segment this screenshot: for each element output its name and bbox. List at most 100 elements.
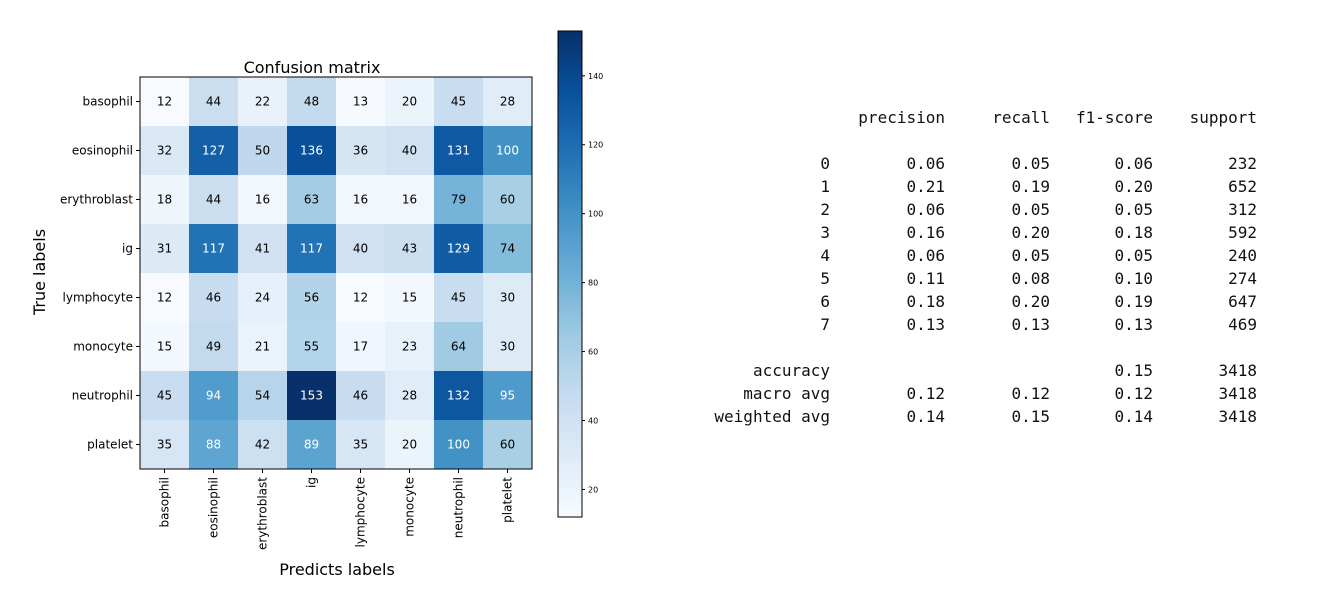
colorbar: 20 40 60 80 100 120 140 (557, 30, 603, 518)
cell-value-label: 153 (300, 389, 323, 403)
cell-value-label: 46 (353, 389, 368, 403)
row-label: 5 (820, 269, 830, 288)
heatmap-cell (140, 175, 189, 224)
heatmap-cell (336, 420, 385, 469)
chart-title: Confusion matrix (244, 58, 381, 77)
heatmap-cell (238, 175, 287, 224)
row-label: 7 (820, 315, 830, 334)
heatmap-cell (336, 371, 385, 420)
x-tick-label: basophil (158, 477, 172, 527)
cell-value-label: 15 (402, 291, 417, 305)
support-value: 3418 (1218, 407, 1257, 426)
report-row: 4 0.06 0.05 0.05 240 (690, 246, 1290, 269)
heatmap-cell (483, 175, 532, 224)
support-value: 469 (1228, 315, 1257, 334)
cell-value-label: 63 (304, 193, 319, 207)
heatmap-cell (287, 322, 336, 371)
cell-value-label: 46 (206, 291, 221, 305)
cell-value-label: 64 (451, 340, 466, 354)
cell-value-label: 88 (206, 438, 221, 452)
cell-value-label: 21 (255, 340, 270, 354)
row-label: 0 (820, 154, 830, 173)
support-value: 652 (1228, 177, 1257, 196)
heatmap-cell (434, 420, 483, 469)
y-tick-label: platelet (87, 438, 133, 452)
report-summary-rows: accuracy 0.15 3418 macro avg 0.12 0.12 0.12 341… (690, 361, 1290, 430)
heatmap-cell (287, 126, 336, 175)
header-support: support (1189, 108, 1257, 127)
support-value: 3418 (1218, 361, 1257, 380)
heatmap-cell (189, 420, 238, 469)
cell-value-label: 30 (500, 340, 515, 354)
heatmap-cell (385, 371, 434, 420)
cell-value-label: 23 (402, 340, 417, 354)
cell-value-label: 12 (353, 291, 368, 305)
f1-score-value: 0.20 (1114, 177, 1153, 196)
report-row: macro avg 0.12 0.12 0.12 3418 (690, 384, 1290, 407)
cell-value-label: 20 (402, 438, 417, 452)
heatmap-cell (385, 273, 434, 322)
cell-value-label: 42 (255, 438, 270, 452)
cell-value-label: 60 (500, 438, 515, 452)
precision-value: 0.11 (906, 269, 945, 288)
colorbar-gradient (557, 30, 583, 518)
heatmap-cell (385, 322, 434, 371)
cell-value-label: 35 (353, 438, 368, 452)
y-tick-label: lymphocyte (63, 291, 133, 305)
report-row: 2 0.06 0.05 0.05 312 (690, 200, 1290, 223)
f1-score-value: 0.05 (1114, 200, 1153, 219)
heatmap-cell (189, 175, 238, 224)
y-axis-label: True labels (30, 229, 49, 316)
heatmap-cell (287, 224, 336, 273)
heatmap-cell (238, 420, 287, 469)
cell-value-label: 45 (451, 291, 466, 305)
cell-value-label: 12 (157, 95, 172, 109)
cell-value-label: 16 (255, 193, 270, 207)
cell-value-label: 20 (402, 95, 417, 109)
row-label: 4 (820, 246, 830, 265)
cell-value-label: 54 (255, 389, 270, 403)
heatmap-cell (385, 420, 434, 469)
cell-value-label: 45 (157, 389, 172, 403)
y-tick-labels: basophil eosinophil erythroblast ig lymphocy… (60, 95, 140, 452)
cell-value-label: 136 (300, 144, 323, 158)
cell-value-label: 40 (402, 144, 417, 158)
row-label: 2 (820, 200, 830, 219)
precision-value: 0.13 (906, 315, 945, 334)
heatmap-cell (287, 371, 336, 420)
cell-value-label: 43 (402, 242, 417, 256)
precision-value: 0.06 (906, 154, 945, 173)
heatmap-cell (189, 77, 238, 126)
cell-value-label: 131 (447, 144, 470, 158)
cell-value-label: 41 (255, 242, 270, 256)
row-label: macro avg (743, 384, 830, 403)
recall-value: 0.12 (1011, 384, 1050, 403)
colorbar-tick-label: 80 (588, 279, 598, 288)
heatmap-cell (434, 273, 483, 322)
heatmap-cell (385, 175, 434, 224)
f1-score-value: 0.15 (1114, 361, 1153, 380)
classification-report: precision recall f1-score support 0 0.06 0… (690, 108, 1290, 430)
support-value: 312 (1228, 200, 1257, 219)
cell-value-label: 35 (157, 438, 172, 452)
precision-value: 0.14 (906, 407, 945, 426)
recall-value: 0.08 (1011, 269, 1050, 288)
report-row: 5 0.11 0.08 0.10 274 (690, 269, 1290, 292)
cell-value-label: 74 (500, 242, 515, 256)
recall-value: 0.20 (1011, 223, 1050, 242)
report-row: accuracy 0.15 3418 (690, 361, 1290, 384)
x-tick-label: monocyte (403, 477, 417, 537)
report-row: weighted avg 0.14 0.15 0.14 3418 (690, 407, 1290, 430)
heatmap-cell (287, 175, 336, 224)
x-tick-label: platelet (501, 477, 515, 523)
heatmap-cell (238, 273, 287, 322)
heatmap-cell (483, 371, 532, 420)
report-row: 6 0.18 0.20 0.19 647 (690, 292, 1290, 315)
y-tick-label: basophil (83, 95, 133, 109)
y-tick-label: ig (122, 242, 133, 256)
heatmap-cell (483, 224, 532, 273)
cell-value-label: 89 (304, 438, 319, 452)
report-class-rows: 0 0.06 0.05 0.06 232 1 0.21 0.19 0.20 652 2 0.06 0.0… (690, 154, 1290, 338)
f1-score-value: 0.18 (1114, 223, 1153, 242)
heatmap-cell (434, 126, 483, 175)
